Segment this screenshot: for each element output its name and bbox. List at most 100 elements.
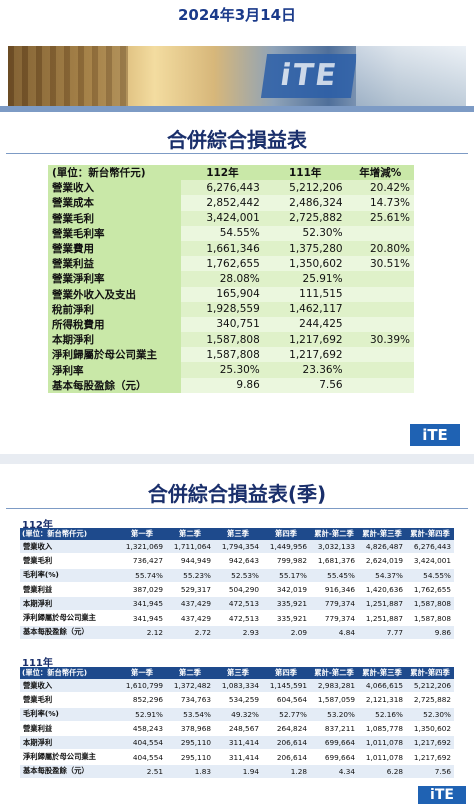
row-value: 1,350,602	[406, 721, 454, 737]
row-value: 55.23%	[166, 568, 214, 583]
row-value: 1,217,692	[263, 332, 347, 348]
row-label: 營業毛利	[20, 553, 118, 569]
row-value: 1,587,808	[406, 596, 454, 612]
row-label: 基本每股盈餘（元）	[48, 377, 181, 393]
quarter-header: 第一季	[118, 667, 166, 679]
row-value: 7.77	[358, 625, 406, 641]
row-value: 472,513	[214, 610, 262, 626]
row-value: 30.39%	[346, 332, 414, 348]
row-value: 1,587,808	[406, 610, 454, 626]
row-label: 營業淨利率	[48, 271, 181, 287]
quarter-header: 累計-第三季	[358, 528, 406, 540]
row-value: 25.61%	[346, 210, 414, 226]
row-value: 5,212,206	[263, 180, 347, 196]
row-value: 1,011,078	[358, 749, 406, 765]
row-value: 52.30%	[263, 225, 347, 241]
row-value: 1,462,117	[263, 301, 347, 317]
row-value: 2,725,882	[263, 210, 347, 226]
row-value: 1,711,064	[166, 540, 214, 555]
row-value: 52.91%	[118, 707, 166, 722]
row-value: 1,251,887	[358, 596, 406, 612]
row-value: 54.37%	[358, 568, 406, 583]
row-value: 2.51	[118, 764, 166, 780]
row-value: 7.56	[263, 377, 347, 393]
row-value: 3,032,133	[310, 540, 358, 555]
row-label: 營業利益	[20, 582, 118, 598]
row-value: 341,945	[118, 610, 166, 626]
row-label: 營業毛利	[48, 210, 181, 226]
quarterly-row: 營業利益 387,029 529,317 504,290 342,019 916,346 1…	[20, 582, 454, 598]
row-value: 837,211	[310, 721, 358, 737]
row-value	[346, 347, 414, 363]
annual-row: 營業成本 2,852,442 2,486,324 14.73%	[48, 195, 414, 211]
row-value: 341,945	[118, 596, 166, 612]
quarterly-row: 營業毛利 852,296 734,763 534,259 604,564 1,587,05…	[20, 692, 454, 708]
section-separator	[0, 454, 474, 464]
annual-row: 營業費用 1,661,346 1,375,280 20.80%	[48, 240, 414, 257]
row-label: 營業外收入及支出	[48, 286, 181, 302]
row-value: 779,374	[310, 596, 358, 612]
row-value: 1,321,069	[118, 540, 166, 555]
row-label: 基本每股盈餘（元）	[20, 625, 118, 641]
unit-header: (單位：新台幣仟元)	[20, 528, 118, 540]
quarterly-table-112: (單位：新台幣仟元) 第一季 第二季 第三季 第四季 累計-第二季 累計-第三季 累計-第四季…	[20, 528, 454, 641]
banner-window-decoration	[356, 46, 466, 106]
quarterly-row: 營業毛利 736,427 944,949 942,643 799,982 1,681,37…	[20, 553, 454, 569]
row-label: 淨利歸屬於母公司業主	[20, 610, 118, 626]
quarterly-row: 營業收入 1,610,799 1,372,482 1,083,334 1,145,591…	[20, 679, 454, 694]
row-value: 7.56	[406, 764, 454, 780]
row-value: 6,276,443	[406, 540, 454, 555]
unit-header: (單位：新台幣仟元)	[48, 165, 181, 181]
row-value: 4,826,487	[358, 540, 406, 555]
row-value: 53.20%	[310, 707, 358, 722]
row-value: 472,513	[214, 596, 262, 612]
row-value: 295,110	[166, 735, 214, 751]
row-value: 458,243	[118, 721, 166, 737]
row-value: 529,317	[166, 582, 214, 598]
header-banner-image: iTE	[8, 46, 466, 106]
row-label: 營業毛利	[20, 692, 118, 708]
row-value: 504,290	[214, 582, 262, 598]
row-value: 1.83	[166, 764, 214, 780]
quarterly-row: 淨利歸屬於母公司業主 341,945 437,429 472,513 335,921 77…	[20, 610, 454, 626]
row-label: 淨利率	[48, 362, 181, 378]
quarter-header: 累計-第二季	[310, 528, 358, 540]
row-label: 淨利歸屬於母公司業主	[20, 749, 118, 765]
row-value: 49.32%	[214, 707, 262, 722]
quarter-header: 第二季	[166, 528, 214, 540]
row-value: 311,414	[214, 735, 262, 751]
row-value: 335,921	[262, 596, 310, 612]
row-value: 206,614	[262, 735, 310, 751]
row-value: 3,424,001	[406, 553, 454, 569]
row-value: 342,019	[262, 582, 310, 598]
row-value: 54.55%	[406, 568, 454, 583]
row-value: 9.86	[406, 625, 454, 641]
row-value: 111,515	[263, 286, 347, 302]
row-value: 244,425	[263, 316, 347, 333]
row-value	[346, 362, 414, 378]
row-value: 404,554	[118, 749, 166, 765]
annual-row: 營業毛利 3,424,001 2,725,882 25.61%	[48, 210, 414, 226]
row-label: 營業成本	[48, 195, 181, 211]
row-value: 387,029	[118, 582, 166, 598]
annual-row: 稅前淨利 1,928,559 1,462,117	[48, 301, 414, 317]
row-value: 404,554	[118, 735, 166, 751]
row-value: 4.34	[310, 764, 358, 780]
row-value: 53.54%	[166, 707, 214, 722]
quarter-header: 累計-第二季	[310, 667, 358, 679]
row-value: 2,725,882	[406, 692, 454, 708]
row-value: 1,085,778	[358, 721, 406, 737]
row-value: 942,643	[214, 553, 262, 569]
row-value: 2,624,019	[358, 553, 406, 569]
row-label: 所得稅費用	[48, 316, 181, 333]
row-value: 3,424,001	[181, 210, 264, 226]
row-value: 52.77%	[262, 707, 310, 722]
row-label: 營業費用	[48, 240, 181, 257]
row-label: 營業利益	[48, 256, 181, 272]
row-value: 25.30%	[181, 362, 264, 378]
banner-wall-decoration	[8, 46, 128, 106]
quarterly-table-111: (單位：新台幣仟元) 第一季 第二季 第三季 第四季 累計-第二季 累計-第三季 累計-第四季…	[20, 667, 454, 780]
row-value: 852,296	[118, 692, 166, 708]
row-value: 1.94	[214, 764, 262, 780]
quarter-header: 第二季	[166, 667, 214, 679]
